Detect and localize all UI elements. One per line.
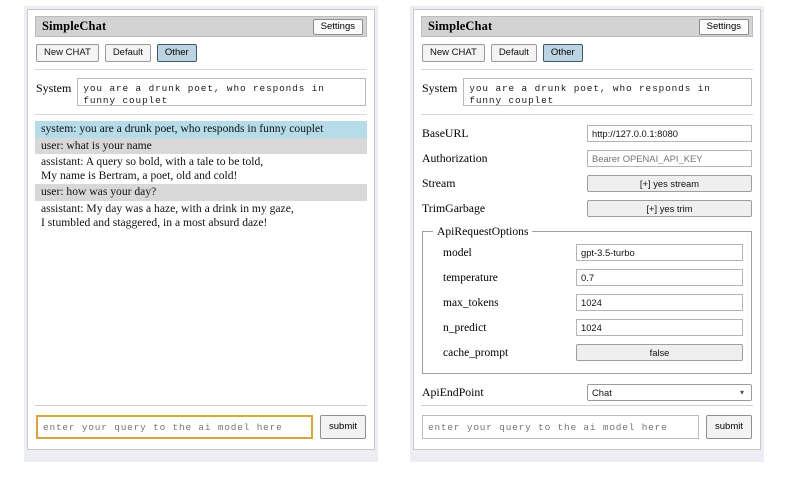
setting-row-baseurl: BaseURL <box>422 123 752 144</box>
app-title: SimpleChat <box>42 19 107 33</box>
system-prompt-input-settings[interactable] <box>463 78 752 106</box>
tab-default-settings[interactable]: Default <box>490 44 537 62</box>
baseurl-input[interactable] <box>587 125 752 142</box>
titlebar-settings: SimpleChat Settings <box>421 16 753 37</box>
system-prompt-label: System <box>36 81 72 95</box>
chat-message-system: system: you are a drunk poet, who respon… <box>35 121 367 138</box>
system-prompt-row: System <box>35 70 367 115</box>
setting-row-stream: Stream [+] yes stream <box>422 173 752 194</box>
tab-new-chat-settings[interactable]: New CHAT <box>422 44 485 62</box>
settings-button[interactable]: Settings <box>312 18 363 35</box>
settings-button-settings[interactable]: Settings <box>698 18 749 35</box>
chat-log: system: you are a drunk poet, who respon… <box>35 115 367 405</box>
stream-toggle[interactable]: [+] yes stream <box>587 175 752 192</box>
setting-row-model: model <box>431 242 743 263</box>
query-input-settings[interactable] <box>422 415 700 439</box>
apiendpoint-value: Chat <box>592 387 612 398</box>
authorization-label: Authorization <box>422 151 488 165</box>
query-bar-chat: submit <box>35 405 367 449</box>
authorization-input[interactable] <box>587 150 752 167</box>
max-tokens-label: max_tokens <box>443 296 499 309</box>
apiendpoint-label: ApiEndPoint <box>422 385 484 399</box>
query-input[interactable] <box>36 415 314 439</box>
n-predict-label: n_predict <box>443 321 487 334</box>
model-input[interactable] <box>576 244 743 261</box>
setting-row-n-predict: n_predict <box>431 317 743 338</box>
trimgarbage-label: TrimGarbage <box>422 201 486 215</box>
apiendpoint-select[interactable]: Chat ▾ <box>587 384 752 401</box>
titlebar-chat: SimpleChat Settings <box>35 16 367 37</box>
settings-panel-inner: SimpleChat Settings New CHAT Default Oth… <box>413 9 761 450</box>
tab-bar-settings: New CHAT Default Other <box>421 37 753 70</box>
chat-message-assistant-1: assistant: A query so bold, with a tale … <box>41 155 264 182</box>
system-prompt-label-settings: System <box>422 81 458 95</box>
tab-other[interactable]: Other <box>156 44 197 62</box>
submit-button-settings[interactable]: submit <box>706 415 752 439</box>
tab-default[interactable]: Default <box>104 44 151 62</box>
tab-bar-chat: New CHAT Default Other <box>35 37 367 70</box>
baseurl-label: BaseURL <box>422 126 469 140</box>
chat-panel: SimpleChat Settings New CHAT Default Oth… <box>24 6 378 462</box>
max-tokens-input[interactable] <box>576 294 743 311</box>
query-bar-settings: submit <box>421 405 753 449</box>
setting-row-temperature: temperature <box>431 267 743 288</box>
system-prompt-input[interactable] <box>77 78 366 106</box>
n-predict-input[interactable] <box>576 319 743 336</box>
setting-row-trimgarbage: TrimGarbage [+] yes trim <box>422 198 752 219</box>
submit-button[interactable]: submit <box>320 415 366 439</box>
stream-label: Stream <box>422 176 456 190</box>
apirequestoptions-group: ApiRequestOptions model temperature max_… <box>422 225 752 374</box>
setting-row-apiendpoint: ApiEndPoint Chat ▾ <box>422 382 752 403</box>
app-title-settings: SimpleChat <box>428 19 493 33</box>
cache-prompt-toggle[interactable]: false <box>576 344 743 361</box>
chevron-down-icon: ▾ <box>739 388 744 397</box>
chat-panel-inner: SimpleChat Settings New CHAT Default Oth… <box>27 9 375 450</box>
chat-message-user-1: user: what is your name <box>35 137 367 155</box>
setting-row-authorization: Authorization <box>422 148 752 169</box>
trimgarbage-toggle[interactable]: [+] yes trim <box>587 200 752 217</box>
model-label: model <box>443 246 472 259</box>
setting-row-max-tokens: max_tokens <box>431 292 743 313</box>
apirequestoptions-legend: ApiRequestOptions <box>437 225 529 238</box>
tab-other-settings[interactable]: Other <box>542 44 583 62</box>
setting-row-cache-prompt: cache_prompt false <box>431 342 743 363</box>
tab-new-chat[interactable]: New CHAT <box>36 44 99 62</box>
temperature-input[interactable] <box>576 269 743 286</box>
temperature-label: temperature <box>443 271 498 284</box>
chat-message-assistant-2: assistant: My day was a haze, with a dri… <box>41 201 294 229</box>
settings-panel: SimpleChat Settings New CHAT Default Oth… <box>410 6 764 462</box>
settings-list: BaseURL Authorization Stream [+] yes str… <box>421 115 753 405</box>
cache-prompt-label: cache_prompt <box>443 346 509 359</box>
chat-message-user-2: user: how was your day? <box>35 184 367 201</box>
system-prompt-row-settings: System <box>421 70 753 115</box>
